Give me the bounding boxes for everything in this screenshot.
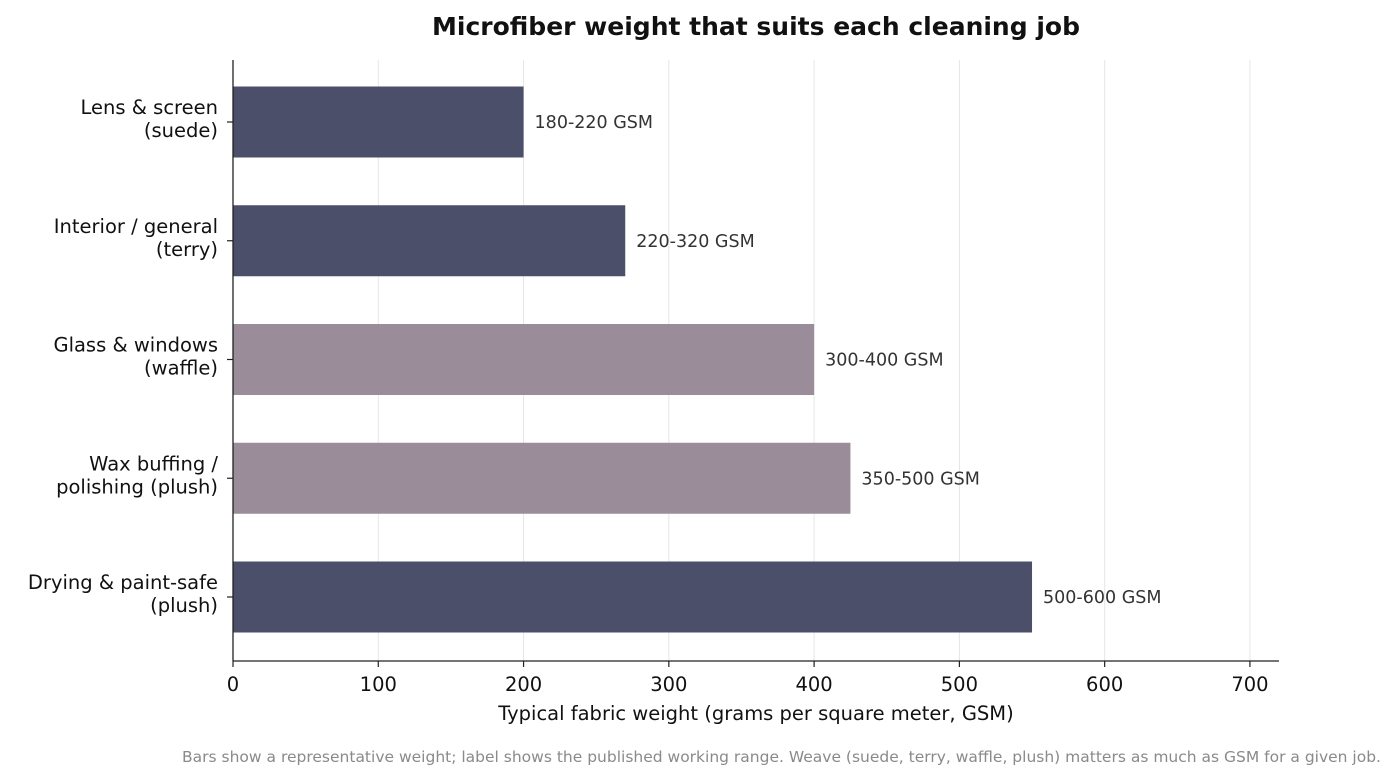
bar-value-label: 220-320 GSM [636, 232, 754, 252]
y-tick-label: Glass & windows [53, 334, 218, 357]
bar [233, 561, 1033, 633]
bar [233, 442, 851, 514]
y-tick-label: (terry) [156, 238, 218, 261]
x-tick-label: 700 [1231, 673, 1268, 696]
x-tick-label: 300 [650, 673, 687, 696]
bar [233, 205, 626, 277]
x-tick-label: 200 [505, 673, 542, 696]
bar-value-label: 350-500 GSM [861, 469, 979, 489]
bar-value-label: 500-600 GSM [1043, 588, 1161, 608]
bar-value-labels: 180-220 GSM 220-320 GSM 300-400 GSM 350-500… [535, 113, 1162, 608]
x-axis-ticks: 0 100 200 300 400 500 600 700 [227, 661, 1269, 696]
x-tick-label: 0 [227, 673, 239, 696]
y-tick-label: Lens & screen [81, 96, 218, 119]
chart-title: Microfiber weight that suits each cleani… [432, 12, 1080, 41]
y-tick-label: Wax buffing / [89, 452, 218, 475]
x-tick-label: 400 [795, 673, 832, 696]
x-tick-label: 500 [941, 673, 978, 696]
y-tick-label: Interior / general [54, 215, 218, 238]
x-tick-label: 100 [360, 673, 397, 696]
y-tick-label: (waffle) [144, 357, 218, 380]
x-axis-label: Typical fabric weight (grams per square … [497, 702, 1013, 725]
y-axis-ticks: Lens & screen(suede) Interior / general(t… [28, 96, 233, 617]
bar [233, 324, 815, 395]
y-tick-label: polishing (plush) [56, 475, 218, 498]
bar-value-label: 180-220 GSM [535, 113, 653, 133]
bar-value-label: 300-400 GSM [825, 351, 943, 371]
x-tick-label: 600 [1086, 673, 1123, 696]
y-tick-label: Drying & paint-safe [28, 571, 218, 594]
y-tick-label: (plush) [150, 594, 218, 617]
bar [233, 86, 524, 158]
y-tick-label: (suede) [144, 119, 218, 142]
footnote: Bars show a representative weight; label… [182, 748, 1381, 766]
bars [233, 86, 1033, 633]
